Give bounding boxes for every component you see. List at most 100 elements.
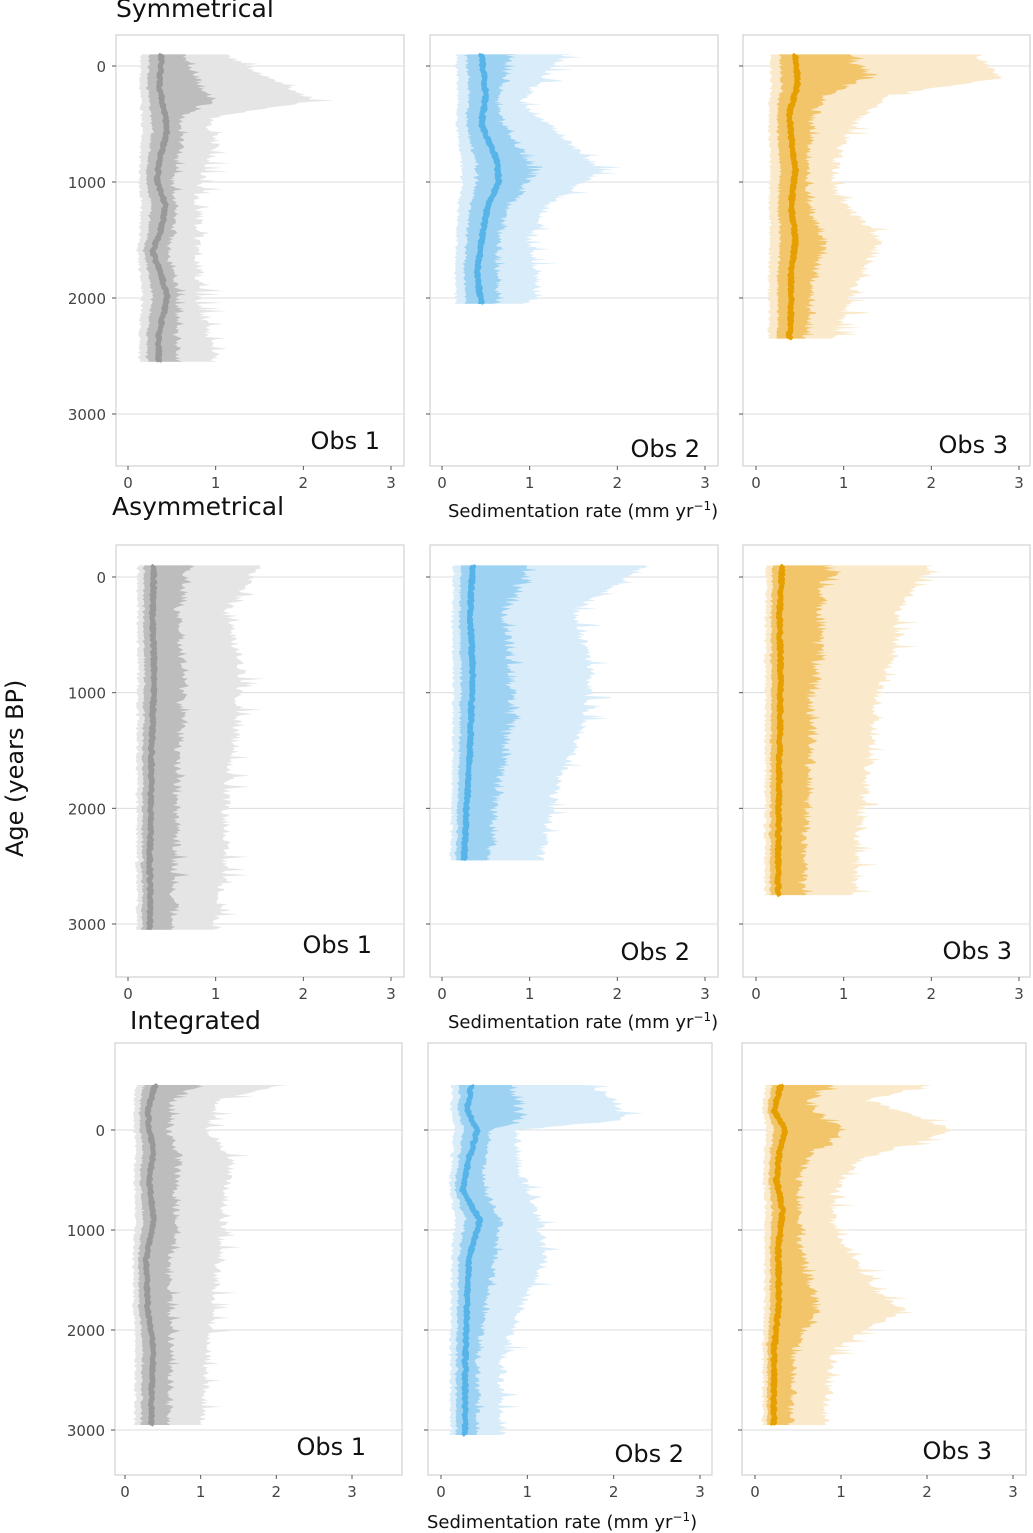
x-axis-label-text: Sedimentation rate (mm yr xyxy=(448,501,694,522)
y-tick-label: 2000 xyxy=(68,290,106,308)
x-tick-label: 2 xyxy=(613,474,623,492)
x-tick-label: 0 xyxy=(120,1483,130,1501)
y-tick-label: 0 xyxy=(96,569,106,587)
x-tick-label: 1 xyxy=(836,1483,846,1501)
median-line xyxy=(770,1083,788,1427)
band-95 xyxy=(760,1085,953,1425)
x-tick-label: 2 xyxy=(927,474,937,492)
panel-label: Obs 1 xyxy=(302,931,372,959)
x-tick-label: 2 xyxy=(927,985,937,1003)
x-tick-label: 2 xyxy=(299,474,309,492)
panel-7: 0 1000 2000 3000 0 1 2 3 Obs 1 xyxy=(67,1042,403,1501)
y-tick-label: 2000 xyxy=(68,800,106,818)
x-tick-label: 2 xyxy=(613,985,623,1003)
x-tick-label: 0 xyxy=(123,985,133,1003)
x-tick-label: 0 xyxy=(437,474,447,492)
panel-label: Obs 2 xyxy=(630,435,700,463)
x-tick-label: 0 xyxy=(751,985,761,1003)
row-title-symmetrical: Symmetrical xyxy=(116,0,274,23)
median-line xyxy=(460,564,477,862)
median-line xyxy=(785,52,801,341)
x-tick-label: 3 xyxy=(1014,474,1024,492)
y-tick-label: 0 xyxy=(96,58,106,76)
row-title-asymmetrical: Asymmetrical xyxy=(112,492,285,521)
panel-label: Obs 1 xyxy=(310,427,380,455)
x-tick-label: 1 xyxy=(196,1483,206,1501)
median-line xyxy=(146,563,158,931)
x-axis-label-row-1: Sedimentation rate (mm yr−1) xyxy=(448,499,718,522)
median-line xyxy=(774,563,786,898)
x-tick-label: 3 xyxy=(1008,1483,1018,1501)
band-inner xyxy=(765,1085,847,1425)
x-tick-label: 2 xyxy=(299,985,309,1003)
x-tick-label: 1 xyxy=(523,1483,533,1501)
x-axis-label-row-3: Sedimentation rate (mm yr−1) xyxy=(427,1510,697,1533)
x-tick-label: 1 xyxy=(211,985,221,1003)
x-tick-label: 1 xyxy=(525,985,535,1003)
x-tick-label: 0 xyxy=(437,985,447,1003)
panel-1: 0 1000 2000 3000 0 1 2 3 Obs 1 xyxy=(68,34,405,492)
x-tick-label: 2 xyxy=(272,1483,282,1501)
y-tick-label: 1000 xyxy=(67,1222,105,1240)
band-inner xyxy=(775,54,877,339)
x-tick-label: 2 xyxy=(609,1483,619,1501)
x-axis-label-superscript: −1 xyxy=(693,499,712,513)
panel-label: Obs 1 xyxy=(296,1433,366,1461)
x-tick-label: 3 xyxy=(700,985,710,1003)
x-axis-label-row-2: Sedimentation rate (mm yr−1) xyxy=(448,1010,718,1033)
median-line xyxy=(459,1083,484,1437)
y-tick-label: 3000 xyxy=(68,406,106,424)
x-tick-label: 1 xyxy=(839,474,849,492)
panel-9: 0 1 2 3 Obs 3 xyxy=(738,1042,1027,1501)
x-tick-label: 0 xyxy=(751,474,761,492)
x-axis-label-close: ) xyxy=(690,1512,698,1533)
panel-3: 0 1 2 3 Obs 3 xyxy=(739,34,1031,492)
x-axis-label-close: ) xyxy=(711,1012,719,1033)
panel-label: Obs 3 xyxy=(922,1437,992,1465)
x-tick-label: 0 xyxy=(750,1483,760,1501)
y-tick-label: 1000 xyxy=(68,685,106,703)
x-axis-label-superscript: −1 xyxy=(672,1510,691,1524)
x-tick-label: 3 xyxy=(386,474,396,492)
x-tick-label: 3 xyxy=(695,1483,705,1501)
row-title-integrated: Integrated xyxy=(130,1006,261,1035)
x-tick-label: 1 xyxy=(839,985,849,1003)
band-inner xyxy=(453,1085,528,1435)
x-tick-label: 2 xyxy=(922,1483,932,1501)
y-tick-label: 1000 xyxy=(68,174,106,192)
x-tick-label: 1 xyxy=(211,474,221,492)
x-tick-label: 3 xyxy=(347,1483,357,1501)
x-tick-label: 3 xyxy=(700,474,710,492)
band-95 xyxy=(448,1085,645,1435)
band-inner xyxy=(768,565,842,896)
band-95 xyxy=(136,54,336,362)
median-line xyxy=(142,1083,159,1427)
x-tick-label: 0 xyxy=(123,474,133,492)
x-axis-label-superscript: −1 xyxy=(693,1010,712,1024)
x-axis-label-close: ) xyxy=(711,501,719,522)
panel-label: Obs 3 xyxy=(942,937,1012,965)
panel-4: 0 1000 2000 3000 0 1 2 3 Obs 1 xyxy=(68,544,405,1003)
panel-6: 0 1 2 3 Obs 3 xyxy=(739,544,1031,1003)
panel-label: Obs 3 xyxy=(938,431,1008,459)
panel-5: 0 1 2 3 Obs 2 xyxy=(426,544,719,1003)
x-axis-label-text: Sedimentation rate (mm yr xyxy=(427,1512,673,1533)
y-tick-label: 3000 xyxy=(67,1422,105,1440)
y-tick-label: 2000 xyxy=(67,1322,105,1340)
x-axis-label-text: Sedimentation rate (mm yr xyxy=(448,1012,694,1033)
x-tick-label: 3 xyxy=(386,985,396,1003)
x-tick-label: 1 xyxy=(525,474,535,492)
x-tick-label: 3 xyxy=(1014,985,1024,1003)
band-95 xyxy=(767,54,1003,339)
panel-8: 0 1 2 3 Obs 2 xyxy=(424,1042,713,1501)
x-tick-label: 0 xyxy=(436,1483,446,1501)
panel-label: Obs 2 xyxy=(620,938,690,966)
median-line xyxy=(149,52,171,364)
y-tick-label: 0 xyxy=(95,1122,105,1140)
band-inner xyxy=(454,565,538,861)
median-line xyxy=(474,52,503,306)
y-tick-label: 3000 xyxy=(68,916,106,934)
panel-label: Obs 2 xyxy=(614,1440,684,1468)
